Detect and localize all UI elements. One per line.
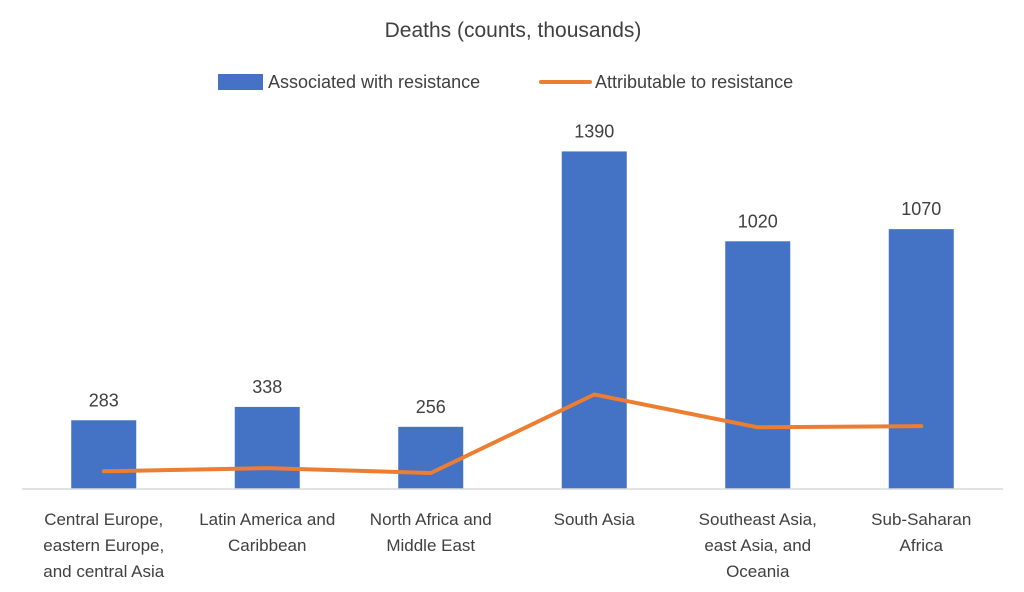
x-tick-label-line: eastern Europe, — [43, 536, 164, 555]
legend-label-associated: Associated with resistance — [268, 72, 480, 92]
x-tick-label-4: Southeast Asia, east Asia, and Oceania — [699, 510, 817, 581]
bar-4 — [725, 241, 791, 489]
x-tick-label-1: Latin America and Caribbean — [199, 510, 335, 555]
x-tick-label-line: Africa — [900, 536, 944, 555]
x-tick-label-line: Sub-Saharan — [871, 510, 971, 529]
data-label-5: 1070 — [901, 199, 941, 219]
bar-3 — [561, 151, 627, 489]
data-label-3: 1390 — [574, 121, 614, 141]
chart-title: Deaths (counts, thousands) — [385, 19, 642, 42]
x-tick-label-2: North Africa and Middle East — [370, 510, 492, 555]
x-tick-label-line: Southeast Asia, — [699, 510, 817, 529]
plot-area: 283 338 256 1390 1020 1070 Central Europe, east… — [22, 121, 1003, 581]
x-tick-label-line: South Asia — [554, 510, 636, 529]
x-tick-label-line: Latin America and — [199, 510, 335, 529]
legend: Associated with resistance Attributable … — [218, 72, 793, 92]
data-label-0: 283 — [89, 390, 119, 410]
x-tick-label-line: Middle East — [386, 536, 475, 555]
legend-label-attributable: Attributable to resistance — [595, 72, 793, 92]
data-label-1: 338 — [252, 377, 282, 397]
x-tick-label-line: east Asia, and — [704, 536, 811, 555]
x-tick-label-3: South Asia — [554, 510, 636, 529]
data-label-4: 1020 — [738, 211, 778, 231]
bar-2 — [398, 426, 464, 489]
bar-1 — [234, 406, 300, 489]
bar-5 — [888, 229, 954, 489]
x-tick-label-line: Central Europe, — [44, 510, 163, 529]
x-tick-label-line: and central Asia — [43, 562, 165, 581]
legend-swatch-associated — [218, 74, 263, 90]
data-label-2: 256 — [416, 397, 446, 417]
x-tick-label-line: Caribbean — [228, 536, 306, 555]
x-tick-label-5: Sub-Saharan Africa — [871, 510, 971, 555]
x-tick-label-line: North Africa and — [370, 510, 492, 529]
series-line-attributable — [101, 392, 924, 475]
x-tick-label-line: Oceania — [726, 562, 790, 581]
x-tick-label-0: Central Europe, eastern Europe, and centra… — [43, 510, 165, 581]
bar-0 — [71, 420, 137, 489]
